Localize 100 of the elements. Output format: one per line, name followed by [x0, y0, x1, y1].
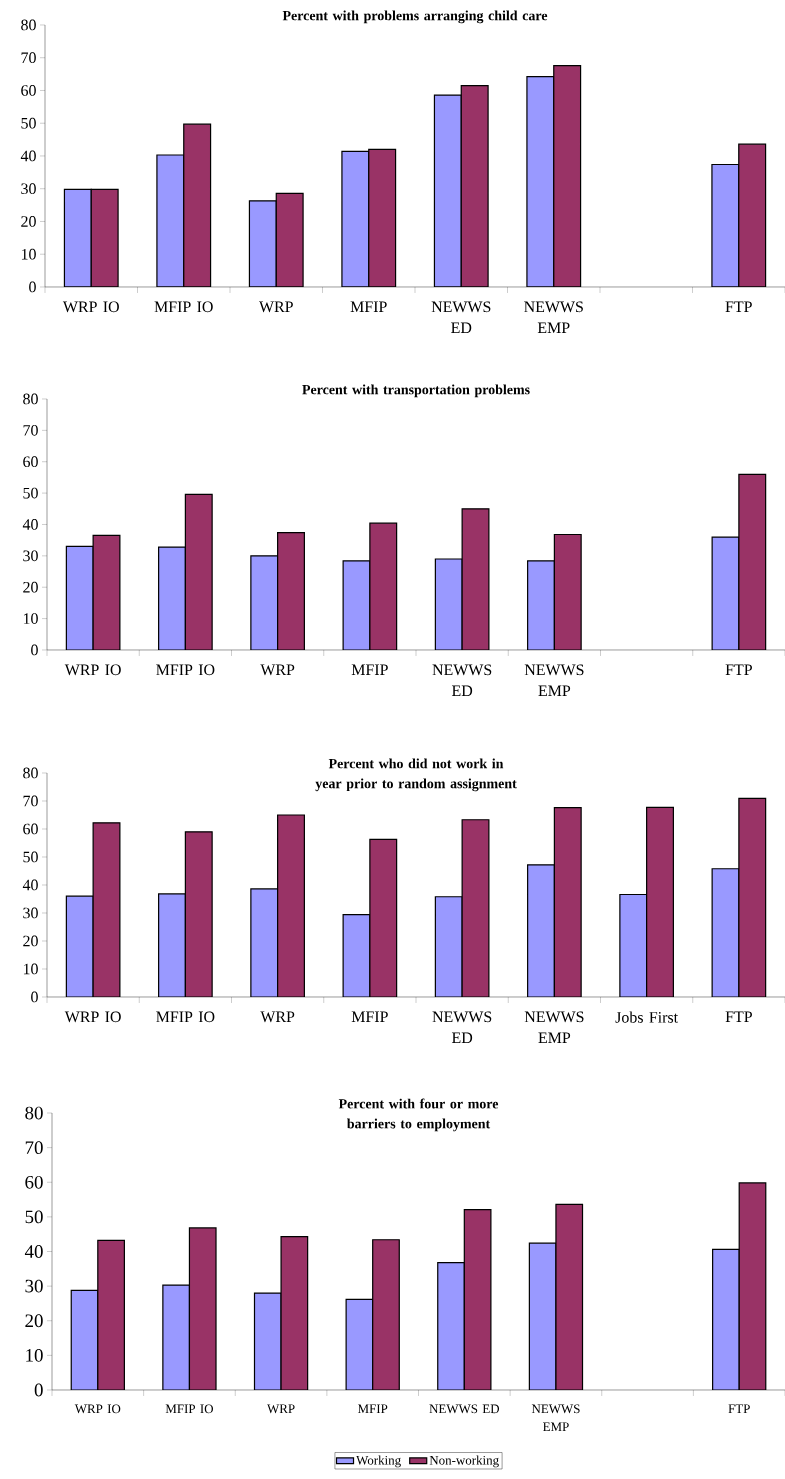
bar: [434, 896, 463, 997]
x-tick-label: NEWWS ED: [432, 664, 492, 697]
y-tick-label: 0: [31, 991, 38, 1003]
x-tick-label: MFIP IO: [156, 1011, 215, 1023]
bar: [526, 76, 555, 287]
y-tick-label: 80: [23, 767, 38, 779]
chart-title: Percent with four or more barriers to employment: [338, 1098, 499, 1132]
bar: [184, 493, 213, 650]
y-tick-label: 50: [25, 1210, 43, 1224]
bar: [528, 1242, 557, 1390]
bar: [277, 814, 305, 997]
bar: [711, 868, 740, 997]
bar: [250, 888, 279, 997]
bar: [92, 822, 121, 997]
x-tick-label: NEWWS ED: [429, 1404, 500, 1414]
bar: [183, 123, 212, 287]
bar: [738, 143, 767, 287]
bar: [461, 819, 490, 997]
bar: [463, 1209, 492, 1390]
bar: [65, 545, 94, 650]
y-tick-label: 50: [21, 117, 36, 129]
bar: [345, 1298, 374, 1390]
x-tick-label: MFIP: [357, 1404, 388, 1413]
y-tick-label: 50: [23, 487, 38, 499]
y-tick-label: 30: [25, 1279, 43, 1293]
y-tick-label: 30: [23, 550, 38, 562]
y-tick-label: 70: [25, 1141, 43, 1155]
x-tick-label: Jobs First: [615, 1011, 678, 1023]
bar: [527, 560, 555, 650]
chart-title: Percent with transportation problems: [302, 384, 530, 398]
x-tick-label: MFIP: [351, 1011, 388, 1022]
bar: [184, 831, 213, 997]
x-tick-label: WRP: [260, 664, 295, 676]
y-tick-label: 70: [23, 795, 38, 807]
bar: [277, 532, 305, 650]
x-tick-label: NEWWS EMP: [524, 1011, 584, 1043]
y-tick-label: 40: [22, 879, 38, 891]
bar: [461, 508, 490, 650]
bar: [342, 914, 371, 997]
x-tick-label: WRP IO: [62, 301, 119, 313]
x-tick-label: WRP: [260, 1011, 295, 1023]
x-tick-label: NEWWS ED: [432, 1011, 492, 1044]
y-tick-label: 10: [26, 1349, 43, 1362]
bar: [275, 192, 304, 287]
bar: [460, 84, 489, 287]
y-tick-label: 20: [21, 216, 36, 227]
bar: [372, 1239, 400, 1390]
y-tick-label: 20: [23, 935, 38, 947]
bar: [342, 560, 371, 650]
y-tick-label: 10: [23, 963, 38, 975]
bar: [248, 200, 277, 287]
legend-label: Working: [356, 1455, 401, 1468]
bar: [712, 1248, 740, 1390]
bar: [341, 150, 370, 287]
bar: [188, 1227, 217, 1390]
bar: [368, 148, 397, 287]
bar: [433, 94, 462, 287]
x-tick-label: WRP IO: [64, 1011, 121, 1023]
bar: [738, 473, 767, 650]
y-tick-label: 50: [23, 851, 38, 863]
bar: [369, 522, 398, 650]
x-tick-label: MFIP IO: [154, 301, 213, 313]
bar: [90, 188, 119, 287]
y-tick-label: 40: [22, 519, 38, 530]
bar: [646, 806, 674, 997]
y-tick-label: 60: [23, 456, 38, 468]
x-tick-label: NEWWS ED: [431, 301, 491, 333]
chart-title: Percent with problems arranging child care: [282, 10, 548, 24]
bar: [63, 188, 92, 287]
bar: [162, 1284, 191, 1390]
y-tick-label: 10: [23, 613, 38, 624]
x-tick-label: WRP IO: [74, 1404, 121, 1414]
x-tick-label: MFIP: [350, 301, 387, 312]
y-tick-label: 70: [23, 424, 38, 436]
bar: [369, 838, 398, 997]
y-tick-label: 40: [20, 150, 36, 162]
bar: [158, 546, 186, 650]
bar: [553, 64, 582, 287]
x-tick-label: FTP: [728, 1404, 750, 1413]
x-tick-label: FTP: [725, 664, 752, 675]
bar: [250, 555, 279, 650]
y-tick-label: 40: [24, 1245, 43, 1258]
bar: [527, 864, 555, 997]
y-tick-label: 60: [21, 85, 36, 96]
y-tick-label: 0: [34, 1383, 43, 1397]
y-tick-label: 80: [25, 1106, 43, 1120]
y-tick-label: 0: [29, 281, 36, 293]
legend-label: Non-working: [429, 1455, 499, 1468]
x-tick-label: FTP: [725, 1011, 752, 1022]
x-tick-label: MFIP: [351, 664, 388, 675]
y-tick-label: 60: [23, 823, 38, 835]
bar: [437, 1261, 465, 1390]
bar: [97, 1239, 125, 1390]
bar: [555, 1203, 584, 1390]
x-tick-label: WRP IO: [64, 664, 121, 676]
x-tick-label: MFIP IO: [156, 664, 215, 676]
y-tick-label: 20: [25, 1314, 43, 1328]
x-tick-label: FTP: [725, 301, 752, 312]
y-tick-label: 30: [21, 183, 36, 195]
bar: [619, 893, 648, 997]
